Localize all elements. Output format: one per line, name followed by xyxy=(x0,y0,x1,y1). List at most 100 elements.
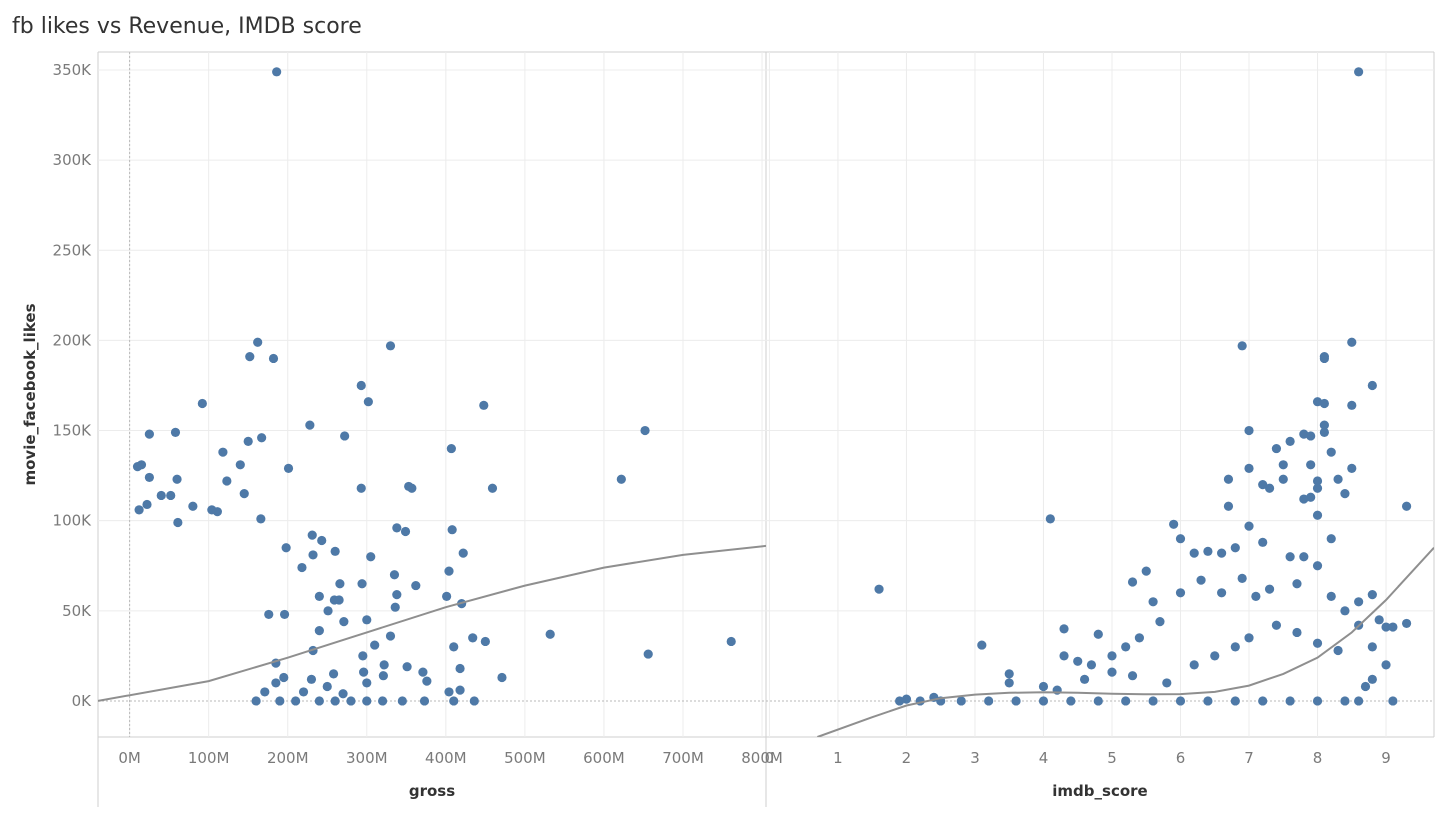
data-point[interactable] xyxy=(1244,463,1254,474)
data-point[interactable] xyxy=(339,617,349,627)
data-point[interactable] xyxy=(245,352,255,362)
data-point[interactable] xyxy=(317,535,327,546)
data-point[interactable] xyxy=(1299,552,1309,562)
data-point[interactable] xyxy=(1367,674,1377,684)
data-point[interactable] xyxy=(142,499,152,510)
data-point[interactable] xyxy=(1374,615,1384,625)
data-point[interactable] xyxy=(1038,681,1049,692)
data-point[interactable] xyxy=(984,696,994,706)
data-point[interactable] xyxy=(422,676,432,686)
data-point[interactable] xyxy=(1237,341,1247,351)
data-point[interactable] xyxy=(1059,624,1069,634)
data-point[interactable] xyxy=(144,472,154,483)
data-point[interactable] xyxy=(389,570,400,580)
data-point[interactable] xyxy=(1388,622,1398,632)
data-point[interactable] xyxy=(136,460,147,470)
data-point[interactable] xyxy=(243,436,253,446)
data-point[interactable] xyxy=(370,640,380,650)
data-point[interactable] xyxy=(1360,681,1371,692)
data-point[interactable] xyxy=(1011,696,1021,706)
data-point[interactable] xyxy=(279,672,289,683)
data-point[interactable] xyxy=(1073,656,1083,666)
data-point[interactable] xyxy=(1086,660,1097,670)
data-point[interactable] xyxy=(1230,543,1240,553)
data-point[interactable] xyxy=(1230,642,1240,652)
data-point[interactable] xyxy=(1319,427,1329,437)
data-point[interactable] xyxy=(212,507,222,517)
data-point[interactable] xyxy=(1059,651,1069,661)
data-point[interactable] xyxy=(1175,534,1186,544)
data-point[interactable] xyxy=(458,548,468,558)
data-point[interactable] xyxy=(419,696,430,706)
data-point[interactable] xyxy=(1292,579,1302,589)
data-point[interactable] xyxy=(1244,425,1254,436)
data-point[interactable] xyxy=(1148,696,1158,706)
data-point[interactable] xyxy=(469,696,479,706)
data-point[interactable] xyxy=(1326,447,1336,457)
data-point[interactable] xyxy=(385,341,396,351)
data-point[interactable] xyxy=(1093,629,1103,639)
data-point[interactable] xyxy=(1258,696,1268,706)
data-point[interactable] xyxy=(251,696,261,706)
data-point[interactable] xyxy=(411,580,421,591)
data-point[interactable] xyxy=(1107,667,1117,677)
data-point[interactable] xyxy=(1285,552,1295,562)
data-point[interactable] xyxy=(545,629,555,639)
data-point[interactable] xyxy=(357,579,367,589)
data-point[interactable] xyxy=(307,530,317,540)
data-point[interactable] xyxy=(188,501,198,511)
data-point[interactable] xyxy=(297,562,307,573)
data-point[interactable] xyxy=(1401,501,1412,511)
data-point[interactable] xyxy=(385,631,396,641)
data-point[interactable] xyxy=(1189,660,1199,670)
data-point[interactable] xyxy=(1319,353,1329,364)
data-point[interactable] xyxy=(449,642,459,652)
data-point[interactable] xyxy=(257,433,267,443)
data-point[interactable] xyxy=(356,483,366,493)
data-point[interactable] xyxy=(1326,534,1336,544)
data-point[interactable] xyxy=(362,615,372,625)
data-point[interactable] xyxy=(1155,617,1165,627)
data-point[interactable] xyxy=(1127,671,1138,681)
data-point[interactable] xyxy=(1251,591,1261,601)
data-point[interactable] xyxy=(1271,620,1282,630)
data-point[interactable] xyxy=(281,543,291,553)
data-point[interactable] xyxy=(1079,674,1090,684)
data-point[interactable] xyxy=(455,685,465,695)
data-point[interactable] xyxy=(166,490,176,501)
data-point[interactable] xyxy=(487,483,498,493)
data-point[interactable] xyxy=(1210,651,1220,661)
data-point[interactable] xyxy=(1038,696,1049,706)
data-point[interactable] xyxy=(444,687,454,697)
data-point[interactable] xyxy=(305,420,315,430)
data-point[interactable] xyxy=(330,696,340,706)
data-point[interactable] xyxy=(418,667,428,677)
data-point[interactable] xyxy=(1162,678,1172,688)
data-point[interactable] xyxy=(335,579,345,589)
data-point[interactable] xyxy=(1381,622,1391,632)
data-point[interactable] xyxy=(1347,463,1357,474)
data-point[interactable] xyxy=(144,429,154,439)
data-point[interactable] xyxy=(298,687,309,697)
data-point[interactable] xyxy=(338,689,348,699)
data-point[interactable] xyxy=(444,566,454,576)
data-point[interactable] xyxy=(283,463,294,474)
data-point[interactable] xyxy=(314,591,324,601)
data-point[interactable] xyxy=(1244,633,1254,643)
data-point[interactable] xyxy=(1271,443,1282,454)
data-point[interactable] xyxy=(1354,597,1364,607)
data-point[interactable] xyxy=(306,674,317,684)
data-point[interactable] xyxy=(643,649,653,659)
data-point[interactable] xyxy=(1340,606,1350,616)
data-point[interactable] xyxy=(640,425,650,436)
data-point[interactable] xyxy=(446,443,456,454)
data-point[interactable] xyxy=(392,523,402,533)
data-point[interactable] xyxy=(275,696,285,706)
data-point[interactable] xyxy=(726,636,736,647)
data-point[interactable] xyxy=(1278,474,1288,484)
data-point[interactable] xyxy=(172,474,182,484)
data-point[interactable] xyxy=(1388,696,1398,706)
data-point[interactable] xyxy=(1340,696,1350,706)
data-point[interactable] xyxy=(279,609,290,620)
data-point[interactable] xyxy=(1381,660,1391,670)
